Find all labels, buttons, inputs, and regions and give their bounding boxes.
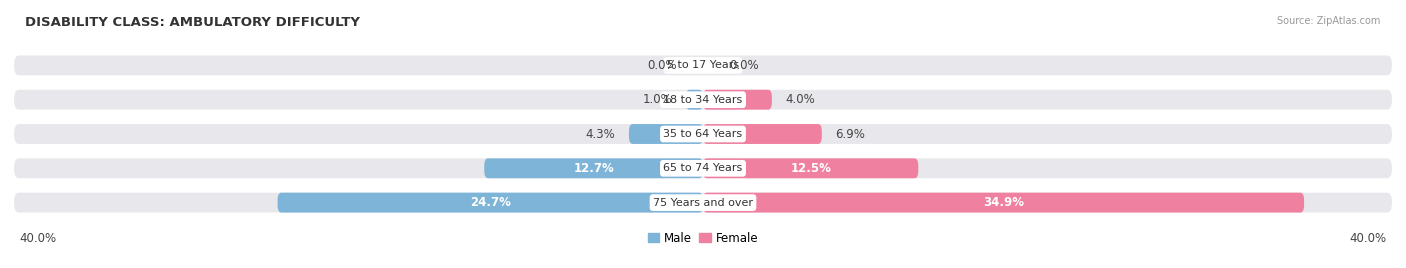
Text: 12.7%: 12.7% (574, 162, 614, 175)
FancyBboxPatch shape (703, 90, 772, 110)
Text: Source: ZipAtlas.com: Source: ZipAtlas.com (1277, 16, 1381, 26)
Text: 1.0%: 1.0% (643, 93, 672, 106)
Text: 65 to 74 Years: 65 to 74 Years (664, 163, 742, 173)
Text: 34.9%: 34.9% (983, 196, 1024, 209)
Text: 12.5%: 12.5% (790, 162, 831, 175)
Text: 75 Years and over: 75 Years and over (652, 198, 754, 208)
FancyBboxPatch shape (14, 193, 1392, 213)
Text: 0.0%: 0.0% (728, 59, 758, 72)
FancyBboxPatch shape (484, 158, 703, 178)
Text: 5 to 17 Years: 5 to 17 Years (666, 60, 740, 70)
FancyBboxPatch shape (277, 193, 703, 213)
Text: 40.0%: 40.0% (20, 232, 56, 245)
Legend: Male, Female: Male, Female (648, 232, 758, 245)
Text: 18 to 34 Years: 18 to 34 Years (664, 95, 742, 105)
Text: DISABILITY CLASS: AMBULATORY DIFFICULTY: DISABILITY CLASS: AMBULATORY DIFFICULTY (25, 16, 360, 29)
Text: 40.0%: 40.0% (1350, 232, 1386, 245)
Text: 35 to 64 Years: 35 to 64 Years (664, 129, 742, 139)
FancyBboxPatch shape (628, 124, 703, 144)
FancyBboxPatch shape (14, 124, 1392, 144)
FancyBboxPatch shape (14, 158, 1392, 178)
FancyBboxPatch shape (703, 193, 1305, 213)
FancyBboxPatch shape (686, 90, 703, 110)
Text: 6.9%: 6.9% (835, 128, 866, 140)
FancyBboxPatch shape (14, 90, 1392, 110)
FancyBboxPatch shape (14, 55, 1392, 75)
Text: 24.7%: 24.7% (470, 196, 510, 209)
Text: 4.0%: 4.0% (786, 93, 815, 106)
Text: 0.0%: 0.0% (648, 59, 678, 72)
FancyBboxPatch shape (703, 124, 823, 144)
FancyBboxPatch shape (703, 158, 918, 178)
Text: 4.3%: 4.3% (585, 128, 616, 140)
